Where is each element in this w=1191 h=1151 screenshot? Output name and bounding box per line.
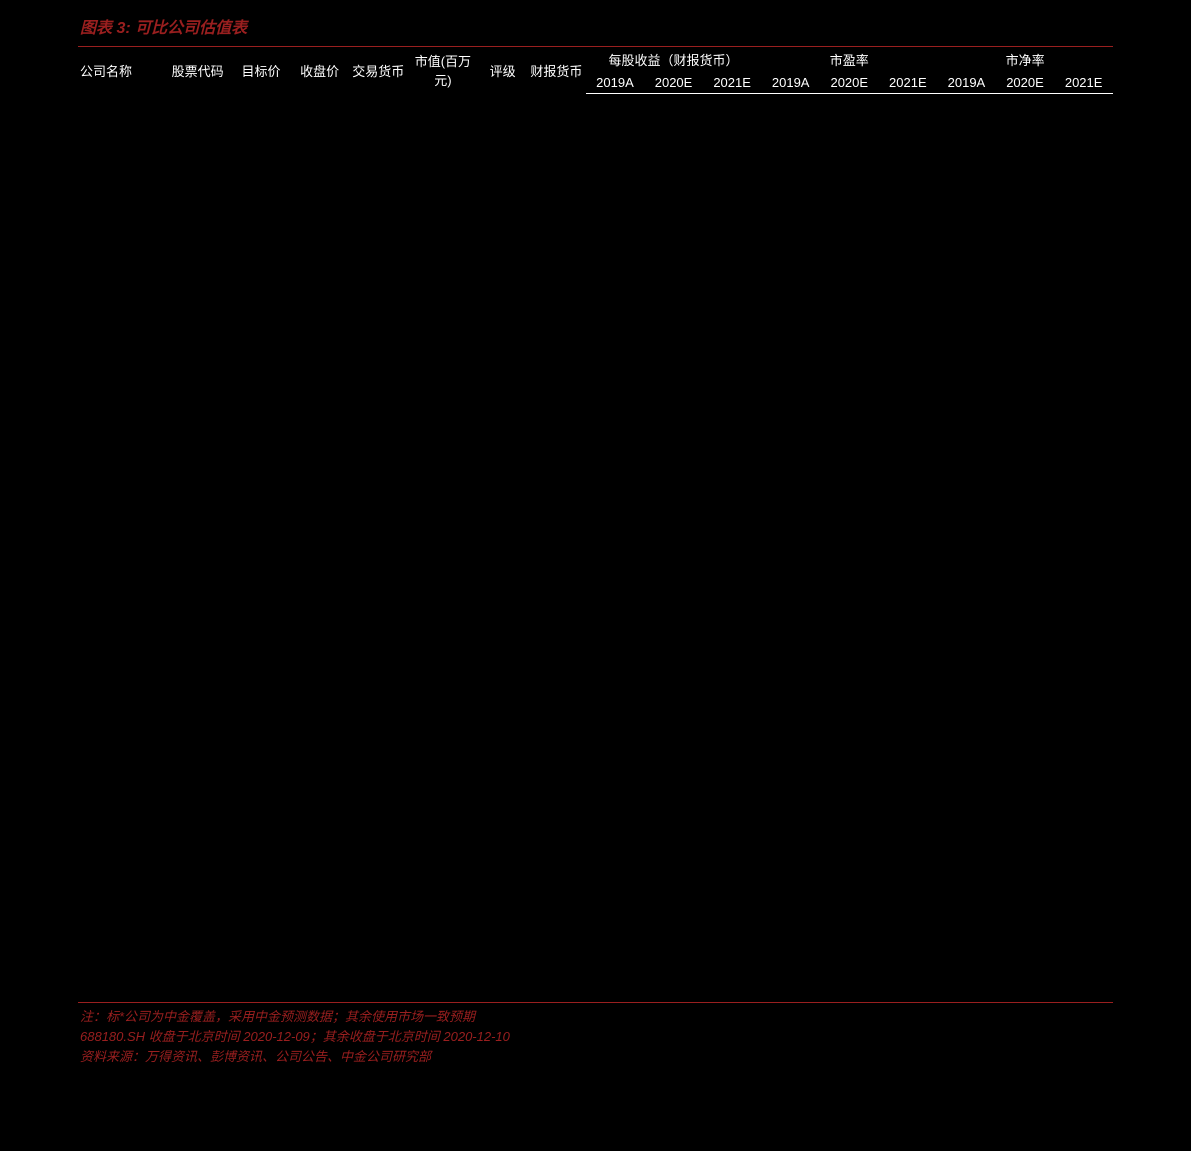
footnote-2: 688180.SH 收盘于北京时间 2020-12-09；其余收盘于北京时间 2… [78, 1027, 1113, 1047]
th-stock-code: 股票代码 [163, 47, 231, 94]
th-pb-2021e: 2021E [1054, 72, 1113, 94]
th-pe-2019a: 2019A [761, 72, 820, 94]
footer-divider [78, 1002, 1113, 1003]
th-company-name: 公司名称 [78, 47, 163, 94]
th-report-currency: 财报货币 [527, 47, 586, 94]
valuation-table: 公司名称 股票代码 目标价 收盘价 交易货币 市值(百万元) 评级 财报货币 每… [78, 47, 1113, 94]
th-pb-2019a: 2019A [937, 72, 996, 94]
th-trade-currency: 交易货币 [349, 47, 408, 94]
table-title: 图表 3: 可比公司估值表 [78, 10, 1113, 46]
th-eps-2021e: 2021E [703, 72, 762, 94]
th-rating: 评级 [478, 47, 527, 94]
th-market-cap: 市值(百万元) [408, 47, 479, 94]
th-pe-group: 市盈率 [761, 47, 937, 72]
footnote-1: 注：标*公司为中金覆盖，采用中金预测数据；其余使用市场一致预期 [78, 1007, 1113, 1027]
th-pb-group: 市净率 [937, 47, 1113, 72]
th-target-price: 目标价 [232, 47, 291, 94]
th-eps-2020e: 2020E [644, 72, 703, 94]
th-eps-group: 每股收益（财报货币） [586, 47, 762, 72]
th-eps-2019a: 2019A [586, 72, 645, 94]
footnote-3: 资料来源：万得资讯、彭博资讯、公司公告、中金公司研究部 [78, 1047, 1113, 1067]
th-pe-2020e: 2020E [820, 72, 879, 94]
th-pb-2020e: 2020E [996, 72, 1055, 94]
th-pe-2021e: 2021E [879, 72, 938, 94]
th-close-price: 收盘价 [290, 47, 349, 94]
